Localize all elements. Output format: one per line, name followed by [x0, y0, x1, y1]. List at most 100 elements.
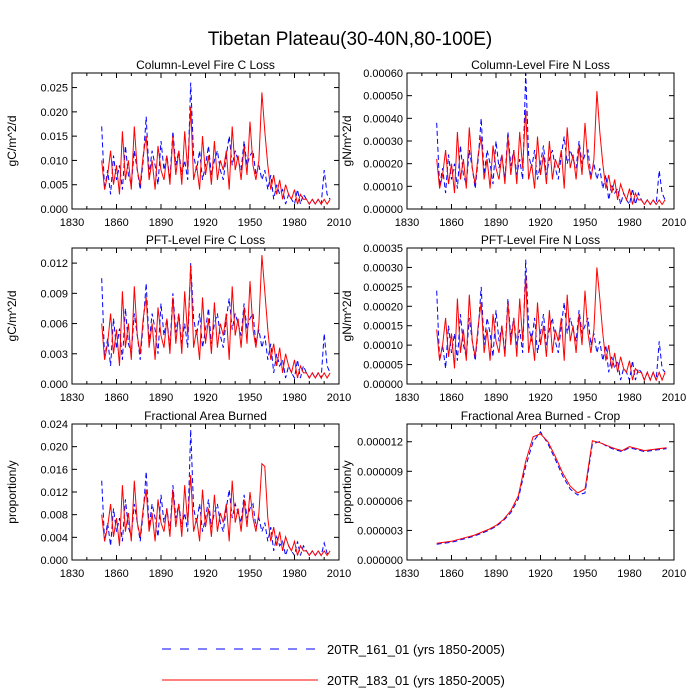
y-tick-label: 0.00020 — [363, 301, 403, 313]
panel-title: Fractional Area Burned - Crop — [461, 409, 621, 423]
y-tick-label: 0.020 — [40, 442, 68, 454]
plot-frame — [406, 423, 675, 561]
y-tick-label: 0.00020 — [363, 159, 403, 171]
panel-6: Fractional Area Burned - Crop proportion/… — [340, 409, 686, 580]
x-tick-label: 2010 — [327, 392, 351, 404]
x-tick-label: 2010 — [327, 217, 351, 229]
series-line-183 — [436, 433, 667, 544]
y-tick-label: 0.00015 — [363, 321, 403, 333]
x-tick-label: 1980 — [617, 217, 641, 229]
y-axis-label: proportion/y — [340, 460, 354, 523]
x-tick-label: 1920 — [193, 217, 217, 229]
x-tick-label: 1830 — [395, 217, 419, 229]
y-tick-label: 0.00010 — [363, 181, 403, 193]
panel-5: Fractional Area Burned proportion/y 1830 18… — [5, 409, 351, 580]
y-axis-label: gN/m^2/d — [340, 116, 354, 167]
x-tick-label: 1920 — [528, 392, 552, 404]
panel-title: Fractional Area Burned — [144, 409, 267, 423]
x-tick-label: 1860 — [104, 568, 128, 580]
y-tick-label: 0.00010 — [363, 340, 403, 352]
y-tick-label: 0.005 — [40, 180, 68, 192]
y-tick-label: 0.00030 — [363, 136, 403, 148]
y-tick-label: 0.008 — [40, 510, 68, 522]
x-tick-label: 1920 — [193, 392, 217, 404]
figure-title: Tibetan Plateau(30-40N,80-100E) — [208, 29, 492, 50]
y-tick-label: 0.00060 — [363, 68, 403, 80]
x-tick-label: 1980 — [282, 217, 306, 229]
x-tick-label: 2010 — [662, 392, 686, 404]
y-tick-label: 0.00000 — [363, 204, 403, 216]
x-tick-label: 1980 — [617, 568, 641, 580]
y-tick-label: 0.00050 — [363, 91, 403, 103]
y-tick-label: 0.000009 — [357, 466, 403, 478]
x-tick-label: 1830 — [60, 217, 84, 229]
x-tick-label: 1950 — [238, 568, 262, 580]
x-tick-label: 1830 — [60, 392, 84, 404]
panel-title: Column-Level Fire N Loss — [471, 58, 610, 72]
y-tick-label: 0.000003 — [357, 525, 403, 537]
series-line-161 — [436, 259, 666, 383]
y-tick-label: 0.00000 — [363, 379, 403, 391]
x-tick-label: 1860 — [439, 568, 463, 580]
y-tick-label: 0.000006 — [357, 496, 403, 508]
y-tick-label: 0.000 — [40, 379, 68, 391]
series-line-183 — [436, 91, 666, 206]
legend-label-183: 20TR_183_01 (yrs 1850-2005) — [327, 673, 505, 688]
y-axis-label: gN/m^2/d — [340, 291, 354, 342]
y-tick-label: 0.000 — [40, 204, 68, 216]
panel-title: PFT-Level Fire N Loss — [481, 233, 600, 247]
y-tick-label: 0.000000 — [357, 555, 403, 567]
x-tick-label: 1890 — [149, 392, 173, 404]
series-line-183 — [101, 462, 331, 557]
series-line-161 — [101, 429, 331, 558]
y-tick-label: 0.003 — [40, 349, 68, 361]
plot-frame — [406, 72, 675, 210]
x-tick-label: 1890 — [484, 392, 508, 404]
x-tick-label: 1950 — [238, 392, 262, 404]
y-tick-label: 0.00005 — [363, 360, 403, 372]
x-tick-label: 1950 — [573, 392, 597, 404]
x-tick-label: 1860 — [439, 392, 463, 404]
y-tick-label: 0.020 — [40, 107, 68, 119]
plot-frame — [71, 72, 340, 210]
x-tick-label: 1980 — [282, 392, 306, 404]
x-tick-label: 1890 — [484, 568, 508, 580]
x-tick-label: 2010 — [662, 217, 686, 229]
series-line-183 — [436, 267, 666, 382]
x-tick-label: 2010 — [327, 568, 351, 580]
panel-1: Column-Level Fire C Loss gC/m^2/d 1830 1860… — [5, 58, 351, 229]
y-tick-label: 0.004 — [40, 532, 68, 544]
y-tick-label: 0.016 — [40, 464, 68, 476]
y-axis-label: gC/m^2/d — [5, 116, 19, 167]
x-tick-label: 1890 — [149, 568, 173, 580]
x-tick-label: 1980 — [617, 392, 641, 404]
x-tick-label: 1920 — [528, 568, 552, 580]
panel-title: PFT-Level Fire C Loss — [146, 233, 265, 247]
y-axis-label: proportion/y — [5, 460, 19, 523]
x-tick-label: 1920 — [193, 568, 217, 580]
legend: 20TR_161_01 (yrs 1850-2005) 20TR_183_01 … — [162, 642, 505, 688]
series-line-183 — [101, 92, 331, 206]
x-tick-label: 2010 — [662, 568, 686, 580]
x-tick-label: 1920 — [528, 217, 552, 229]
panel-4: PFT-Level Fire N Loss gN/m^2/d 1830 1860 189… — [340, 233, 686, 404]
series-line-161 — [436, 73, 666, 206]
panel-2: Column-Level Fire N Loss gN/m^2/d 1830 1860… — [340, 58, 686, 229]
y-tick-label: 0.00025 — [363, 282, 403, 294]
y-tick-label: 0.010 — [40, 155, 68, 167]
series-line-183 — [101, 255, 331, 379]
x-tick-label: 1860 — [104, 392, 128, 404]
y-axis-label: gC/m^2/d — [5, 291, 19, 342]
y-tick-label: 0.000012 — [357, 437, 403, 449]
y-tick-label: 0.012 — [40, 487, 68, 499]
panel-3: PFT-Level Fire C Loss gC/m^2/d 1830 1860 189… — [5, 233, 351, 404]
x-tick-label: 1830 — [395, 568, 419, 580]
x-tick-label: 1830 — [395, 392, 419, 404]
x-tick-label: 1890 — [149, 217, 173, 229]
y-tick-label: 0.015 — [40, 131, 68, 143]
x-tick-label: 1950 — [238, 217, 262, 229]
y-tick-label: 0.009 — [40, 288, 68, 300]
x-tick-label: 1950 — [573, 217, 597, 229]
plot-frame — [406, 247, 675, 385]
